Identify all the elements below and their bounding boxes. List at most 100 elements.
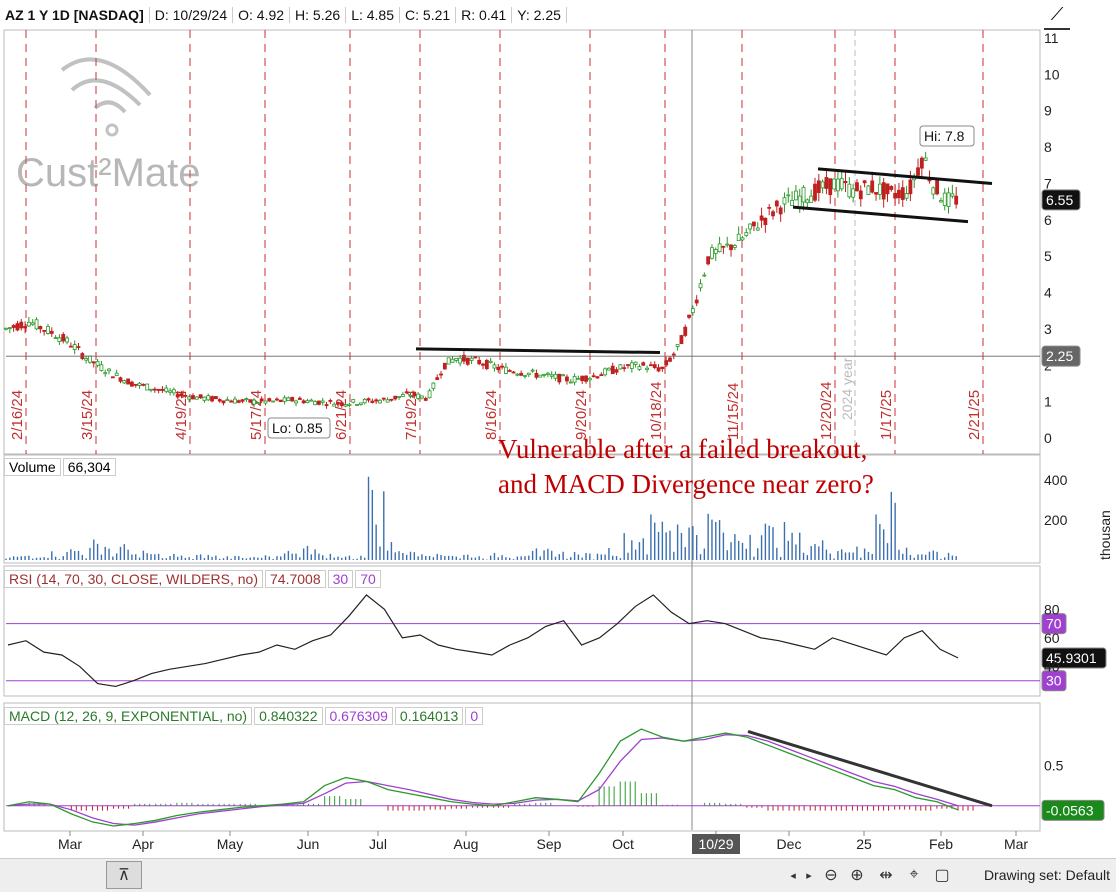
scroll-right-icon[interactable]: ▸ [806, 869, 812, 882]
candle-body [511, 371, 516, 374]
candle-body [38, 326, 43, 330]
candle-body [259, 398, 264, 402]
candle-body [839, 178, 844, 190]
candle-body [7, 327, 12, 330]
candle-body [465, 357, 470, 365]
candle-body [370, 400, 375, 403]
candle-body [858, 190, 863, 200]
candle-body [732, 245, 737, 248]
candle-body [771, 211, 775, 217]
candle-body [122, 380, 127, 384]
volume-title[interactable]: Volume [4, 458, 61, 476]
candle-body [816, 180, 821, 194]
candle-body [91, 361, 96, 364]
candle-body [435, 377, 440, 380]
candle-body [534, 372, 539, 378]
candle-body [813, 183, 817, 201]
candle-body [26, 321, 31, 327]
candle-body [95, 361, 100, 366]
candle-body [671, 353, 676, 356]
rsi-last-tag: 45.9301 [1046, 650, 1097, 666]
candle-body [801, 186, 806, 203]
expand-icon[interactable]: ▢ [934, 867, 950, 884]
candle-body [23, 326, 27, 329]
candle-body [576, 377, 581, 380]
price-tick-label: 10 [1044, 66, 1060, 82]
last-price-tag: 6.55 [1046, 192, 1073, 208]
price-panel [3, 29, 1041, 455]
candle-body [702, 274, 707, 277]
candle-body [519, 372, 524, 376]
price-tick-label: 4 [1044, 285, 1052, 301]
macd-legend: MACD (12, 26, 9, EXPONENTIAL, no) 0.8403… [4, 705, 485, 727]
symbol-label[interactable]: AZ 1 Y 1D [NASDAQ] [0, 7, 150, 23]
candle-body [160, 388, 165, 391]
bottom-toolbar: ⊼ ◂ ▸ ⊖ ⊕ ⇹ ⌖ ▢ Drawing set: Default [0, 858, 1116, 892]
range-label: R: 0.41 [456, 7, 513, 23]
rsi-title[interactable]: RSI (14, 70, 30, CLOSE, WILDERS, no) [4, 570, 263, 588]
scroll-left-icon[interactable]: ◂ [790, 869, 796, 882]
candle-body [515, 373, 520, 376]
cycle-date-label: 6/21/24 [333, 390, 350, 440]
candle-body [263, 400, 268, 404]
chart-style-icon[interactable]: ⟋ [1044, 4, 1070, 30]
candle-body [282, 397, 287, 402]
drawing-set-label[interactable]: Drawing set: Default [983, 867, 1110, 883]
candle-body [580, 375, 585, 382]
collapse-icon[interactable]: ⊼ [106, 861, 142, 889]
candle-body [175, 394, 180, 398]
candle-body [156, 388, 161, 391]
candle-body [378, 399, 382, 404]
macd-title[interactable]: MACD (12, 26, 9, EXPONENTIAL, no) [4, 707, 253, 725]
candle-body [301, 400, 306, 404]
candle-body [61, 334, 66, 342]
high-label: H: 5.26 [290, 7, 347, 23]
candle-body [549, 374, 554, 377]
candle-body [294, 400, 298, 404]
candle-body [412, 392, 417, 397]
candle-body [832, 178, 836, 190]
hi-label-box [919, 125, 975, 147]
candle-body [675, 344, 680, 347]
candle-body [828, 178, 833, 196]
candle-body [84, 358, 89, 361]
candle-body [358, 402, 363, 405]
crosshair-icon[interactable]: ⌖ [909, 866, 919, 883]
candle-body [503, 366, 508, 374]
price-tick-label: 9 [1044, 103, 1052, 119]
candle-body [664, 360, 669, 366]
candle-body [908, 179, 913, 195]
candle-body [152, 388, 157, 391]
macd-divergence-line [747, 730, 993, 808]
pan-icon[interactable]: ⇹ [879, 867, 893, 884]
candle-body [824, 177, 829, 189]
candle-body [729, 244, 733, 251]
candle-body [786, 194, 791, 197]
candle-body [698, 283, 703, 289]
candle-body [366, 398, 371, 401]
cust2mate-logo [60, 57, 152, 137]
candle-body [748, 223, 753, 230]
candle-body [683, 326, 688, 336]
candle-body [194, 396, 199, 400]
candle-body [587, 377, 592, 381]
zoom-in-icon[interactable]: ⊕ [850, 867, 864, 884]
candle-body [614, 369, 619, 373]
candle-body [954, 195, 959, 205]
candle-body [545, 372, 550, 375]
candle-body [172, 389, 176, 394]
hi-label: Hi: 7.8 [924, 128, 965, 144]
candle-body [187, 396, 192, 400]
cycle-date-label: 11/15/24 [725, 383, 742, 440]
candle-body [233, 398, 237, 404]
candle-body [286, 397, 291, 401]
candle-body [523, 375, 527, 377]
candle-body [206, 395, 211, 401]
candle-body [759, 215, 764, 221]
macd-tick-label: 0.5 [1044, 757, 1064, 773]
rsi-30-tag: 30 [1046, 673, 1062, 689]
zoom-out-icon[interactable]: ⊖ [824, 867, 838, 884]
price-tick-label: 0 [1044, 430, 1052, 446]
month-label: Oct [612, 836, 634, 852]
